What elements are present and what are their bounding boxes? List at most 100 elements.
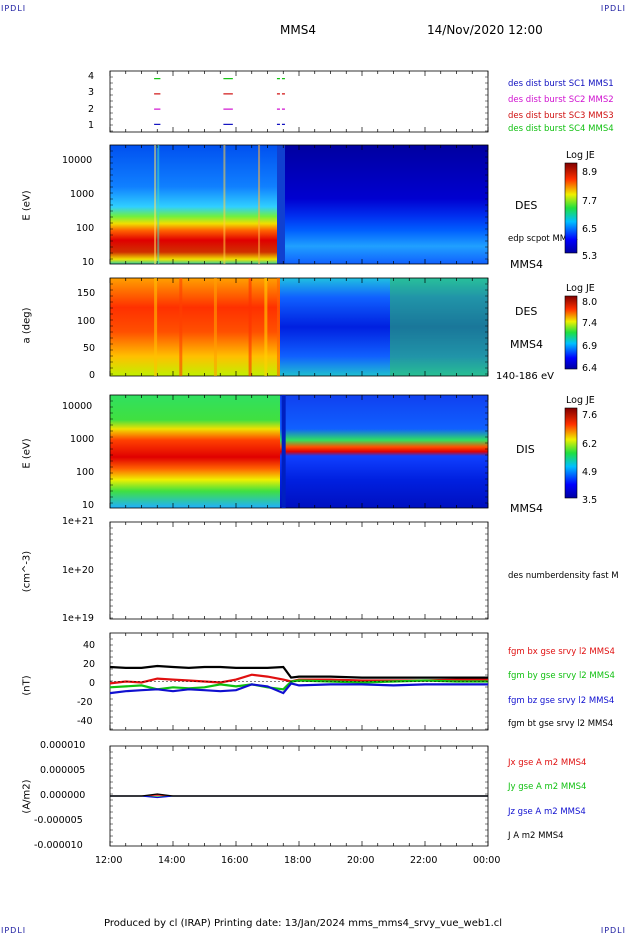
p6-ytick: 40 bbox=[83, 640, 96, 651]
p2-streak bbox=[154, 145, 157, 264]
p1-frame bbox=[109, 70, 489, 133]
p3-sc: MMS4 bbox=[510, 338, 543, 351]
datetime-title: 14/Nov/2020 12:00 bbox=[427, 23, 543, 37]
p3-species: DES bbox=[515, 305, 538, 318]
p3-colorbar bbox=[564, 295, 578, 370]
p3-heatmap-late bbox=[390, 278, 488, 376]
p2-species: DES bbox=[515, 199, 538, 212]
p2-streak bbox=[258, 145, 261, 264]
p2-streak bbox=[157, 145, 160, 264]
p2-ytick: 10 bbox=[82, 257, 95, 268]
corner-logo-br: IPDLI bbox=[600, 926, 626, 935]
p3-streak bbox=[264, 278, 268, 376]
p4-species: DIS bbox=[516, 443, 535, 456]
corner-logo-bl: IPDLI bbox=[1, 926, 27, 935]
p7-ytick: 0.000000 bbox=[40, 790, 86, 801]
p7-legend: Jz gse A m2 MMS4 bbox=[508, 807, 586, 817]
field-series-line bbox=[109, 673, 488, 685]
p4-cbar-tick: 4.9 bbox=[582, 467, 598, 478]
p4-streak bbox=[281, 395, 286, 508]
p6-legend: fgm bx gse srvy l2 MMS4 bbox=[508, 647, 615, 657]
p7-ytick: 0.000010 bbox=[40, 740, 86, 751]
p6-ytick: -20 bbox=[77, 697, 93, 708]
p2-overlay-label: edp scpot MMS4 bbox=[508, 234, 578, 244]
xtick: 12:00 bbox=[95, 855, 123, 866]
p3-energy-range: 140-186 eV bbox=[496, 371, 554, 382]
p1-legend: des dist burst SC2 MMS2 bbox=[508, 95, 614, 105]
xtick: 20:00 bbox=[347, 855, 375, 866]
p2-ytick: 1000 bbox=[70, 189, 95, 200]
p3-cbar-tick: 7.4 bbox=[582, 318, 598, 329]
p3-cbar-title: Log JE bbox=[566, 283, 595, 294]
xtick: 14:00 bbox=[158, 855, 186, 866]
p2-cbar-tick: 7.7 bbox=[582, 196, 598, 207]
p7-ytick: -0.000005 bbox=[34, 815, 83, 826]
p3-ytick: 150 bbox=[77, 288, 96, 299]
p2-cbar-tick: 6.5 bbox=[582, 224, 598, 235]
p6-legend: fgm bt gse srvy l2 MMS4 bbox=[508, 719, 614, 729]
p6-ytick: 20 bbox=[83, 659, 96, 670]
p6-legend: fgm by gse srvy l2 MMS4 bbox=[508, 671, 615, 681]
p4-cbar-title: Log JE bbox=[566, 395, 595, 406]
p4-ytick: 100 bbox=[76, 467, 95, 478]
field-series-line bbox=[109, 664, 488, 679]
xtick: 16:00 bbox=[221, 855, 249, 866]
p2-sc: MMS4 bbox=[510, 258, 543, 271]
p7-legend: Jx gse A m2 MMS4 bbox=[508, 758, 587, 768]
p5-ytick: 1e+20 bbox=[62, 565, 94, 576]
p3-cbar-tick: 8.0 bbox=[582, 297, 598, 308]
corner-logo-tl: IPDLI bbox=[1, 4, 27, 13]
xtick: 18:00 bbox=[284, 855, 312, 866]
p1-ytick: 3 bbox=[88, 87, 95, 98]
data-marks bbox=[109, 78, 488, 799]
p7-legend: Jy gse A m2 MMS4 bbox=[508, 782, 587, 792]
p5-ytick: 1e+19 bbox=[62, 613, 94, 624]
p2-streak bbox=[223, 145, 226, 264]
p7-ytick: 0.000005 bbox=[40, 765, 86, 776]
p6-legend: fgm bz gse srvy l2 MMS4 bbox=[508, 696, 615, 706]
p4-cbar-tick: 7.6 bbox=[582, 410, 598, 421]
p4-ytick: 10 bbox=[82, 500, 95, 511]
xtick: 22:00 bbox=[410, 855, 438, 866]
p1-ytick: 2 bbox=[88, 104, 95, 115]
p1-ytick: 1 bbox=[88, 120, 95, 131]
p2-cbar-title: Log JE bbox=[566, 150, 595, 161]
p3-streak bbox=[213, 278, 217, 376]
p2-heatmap-post bbox=[285, 145, 488, 264]
current-series-line bbox=[110, 793, 488, 797]
corner-logo-tr: IPDLI bbox=[600, 4, 626, 13]
p1-legend: des dist burst SC3 MMS3 bbox=[508, 111, 614, 121]
p2-heatmap-pre bbox=[110, 145, 277, 264]
footer-text: Produced by cl (IRAP) Printing date: 13/… bbox=[104, 918, 503, 929]
p3-ytick: 50 bbox=[83, 343, 96, 354]
p1-legend: des dist burst SC4 MMS4 bbox=[508, 124, 614, 134]
p4-cbar-tick: 3.5 bbox=[582, 495, 598, 506]
p4-heatmap-post bbox=[280, 395, 488, 508]
p4-heatmap-pre bbox=[110, 395, 280, 508]
p2-cbar-tick: 5.3 bbox=[582, 251, 598, 262]
p2-heatmap-transition bbox=[277, 145, 285, 264]
p4-ytick: 10000 bbox=[62, 401, 93, 412]
p6-ytick: 0 bbox=[89, 678, 96, 689]
p6-ytick: -40 bbox=[77, 716, 93, 727]
p4-cbar-tick: 6.2 bbox=[582, 439, 598, 450]
p4-sc: MMS4 bbox=[510, 502, 543, 515]
p3-cbar-tick: 6.9 bbox=[582, 341, 598, 352]
field-series-line bbox=[109, 682, 488, 695]
p2-colorbar bbox=[564, 162, 578, 254]
p5-frame bbox=[109, 521, 489, 620]
p7-ytick: -0.000010 bbox=[34, 840, 83, 851]
p4-ytick: 1000 bbox=[70, 434, 95, 445]
p3-streak bbox=[154, 278, 158, 376]
p5-legend: des numberdensity fast M bbox=[508, 571, 619, 581]
xtick: 00:00 bbox=[473, 855, 501, 866]
p3-streak bbox=[248, 278, 252, 376]
p3-streak bbox=[276, 278, 280, 376]
p3-cbar-tick: 6.4 bbox=[582, 363, 598, 374]
p3-heatmap-pre bbox=[110, 278, 280, 376]
spacecraft-title: MMS4 bbox=[280, 23, 316, 37]
p2-cbar-tick: 8.9 bbox=[582, 167, 598, 178]
p1-ytick: 4 bbox=[88, 71, 95, 82]
p5-ytick: 1e+21 bbox=[62, 516, 94, 527]
